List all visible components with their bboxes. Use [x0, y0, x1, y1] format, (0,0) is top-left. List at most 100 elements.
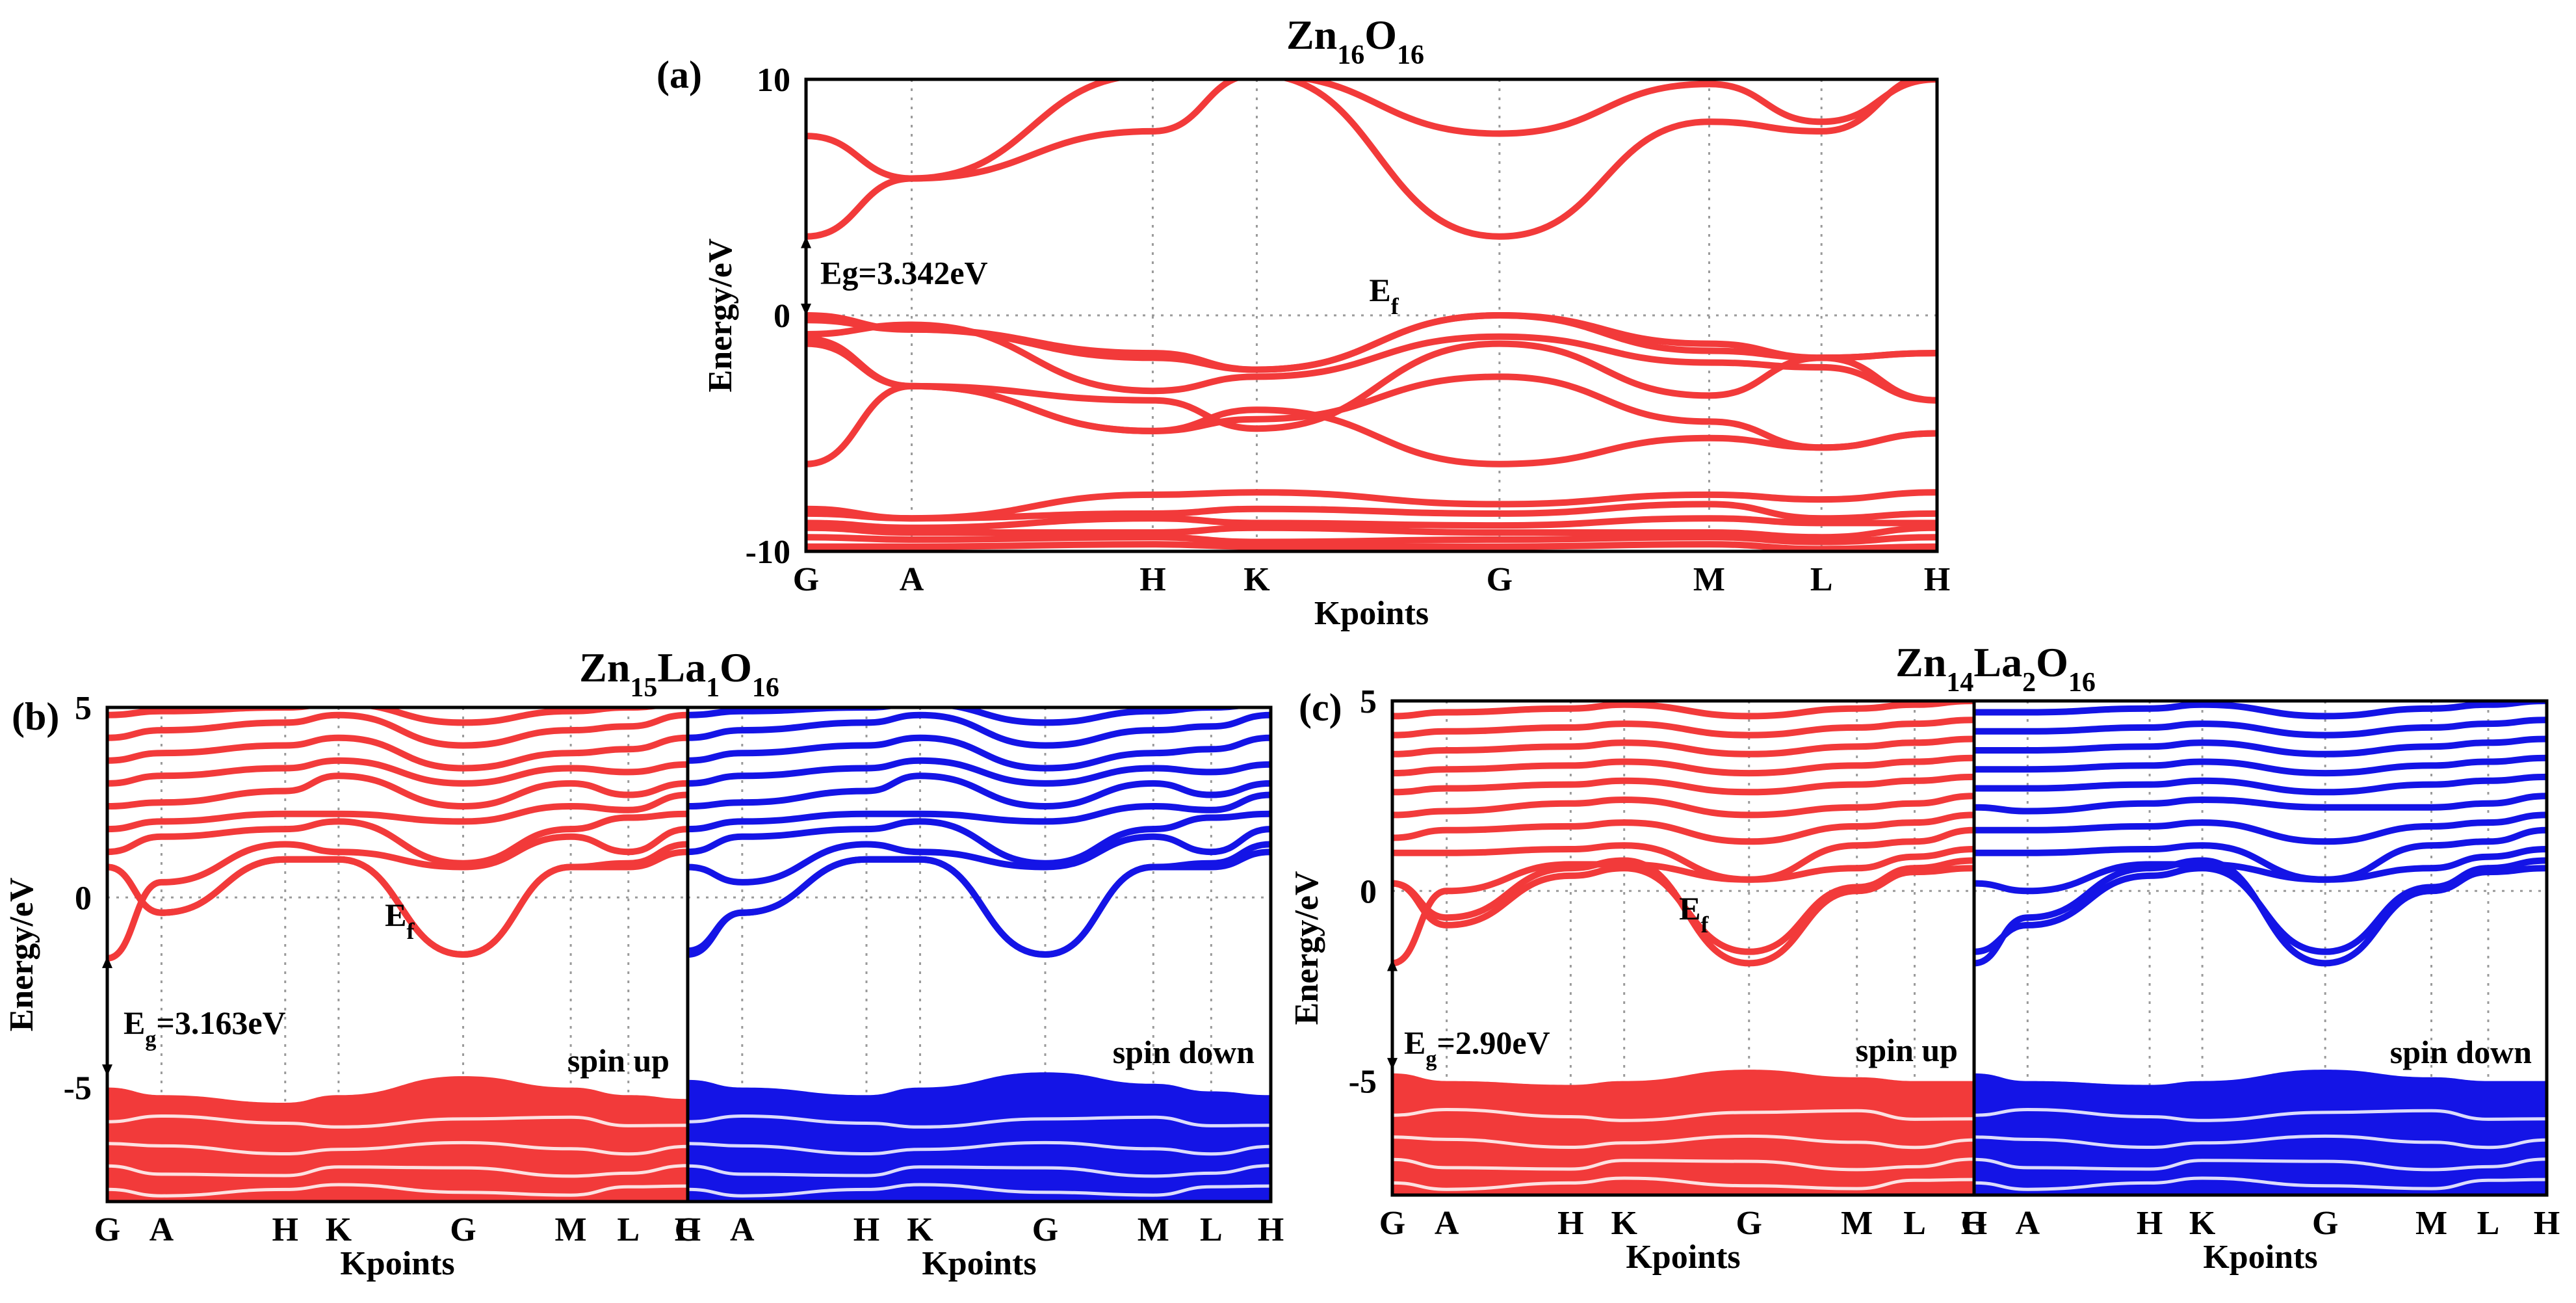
- x-tick-label-H-part-0: H: [1924, 561, 1950, 598]
- valence-band-block: [107, 1076, 688, 1202]
- x-tick-label-A: A: [1435, 1205, 1459, 1242]
- panel-title-a: Zn16O16: [1286, 12, 1424, 70]
- valence-gap-line: [1392, 1134, 1974, 1150]
- x-tick-label-H: H: [1258, 1211, 1284, 1248]
- x-tick-label-A: A: [900, 561, 924, 598]
- x-tick-label-G-part-0: G: [675, 1211, 701, 1248]
- valence-gap-line: [688, 1164, 1271, 1178]
- plot-clip-a-0: [806, 79, 1937, 551]
- x-tick-label-H: H: [1139, 561, 1165, 598]
- x-tick-label-H-part-0: H: [1258, 1211, 1284, 1248]
- x-tick-label-M-part-0: M: [1138, 1211, 1169, 1248]
- band-line-down-4: [1974, 811, 2547, 845]
- gap-arrow-head-top: [1387, 959, 1398, 971]
- y-tick-label-part-0: 5: [75, 690, 92, 727]
- valence-gap-line: [107, 1140, 688, 1156]
- gap-arrow-head-bottom: [102, 1064, 112, 1077]
- band-line-up-2: [107, 826, 688, 962]
- x-tick-label-G-part-0: G: [1736, 1205, 1762, 1242]
- x-tick-label-G: G: [94, 1211, 120, 1248]
- band-line-up-5: [107, 772, 688, 809]
- x-tick-label-H-part-0: H: [2137, 1205, 2163, 1242]
- band-line-up-4: [107, 791, 688, 833]
- valence-gap-line: [1974, 1157, 2547, 1172]
- x-axis-label: Kpoints: [1626, 1239, 1740, 1276]
- x-tick-label-M: M: [1841, 1205, 1873, 1242]
- x-tick-label-G-part-0: G: [1487, 561, 1513, 598]
- x-tick-label-G: G: [793, 561, 819, 598]
- panel-label-c: (c): [1299, 686, 1342, 729]
- x-axis-label: Kpoints: [922, 1245, 1036, 1282]
- valence-gap-line: [1974, 1176, 2547, 1191]
- x-tick-label-H-part-0: H: [1961, 1205, 1987, 1242]
- x-tick-label-H-part-0: H: [853, 1211, 879, 1248]
- band-line-up-10: [806, 515, 1937, 531]
- fermi-level-label-part-1: f: [1701, 912, 1710, 938]
- x-tick-label-G: G: [2312, 1205, 2338, 1242]
- spin-label-part-0: spin up: [567, 1042, 670, 1079]
- y-tick-label-part-0: 0: [1360, 873, 1377, 910]
- band-line-up-1: [806, 79, 1923, 240]
- x-tick-label-G-part-0: G: [1032, 1211, 1058, 1248]
- x-tick-label-G-part-0: G: [1961, 1205, 1987, 1242]
- x-tick-label-G: G: [450, 1211, 476, 1248]
- x-tick-label-K-part-0: K: [326, 1211, 352, 1248]
- band-gap-label: Eg=3.163eV: [124, 1005, 286, 1051]
- band-line-down-7: [688, 734, 1271, 772]
- fermi-level-label: Ef: [385, 897, 415, 944]
- panel-title-c-part-1: 14: [1946, 668, 1973, 698]
- panel-label-c-part-0: (c): [1299, 686, 1342, 729]
- fermi-level-label: Ef: [1679, 890, 1709, 938]
- x-tick-label-K: K: [907, 1211, 933, 1248]
- valence-gap-line: [107, 1183, 688, 1198]
- plot-clip-b-1: [688, 707, 1271, 1202]
- y-tick-label-part-0: 5: [1360, 683, 1377, 720]
- panel-title-b-part-0: Zn: [579, 644, 630, 691]
- band-line-up-4: [1392, 811, 1974, 845]
- x-axis-label-part-0: Kpoints: [922, 1245, 1036, 1282]
- y-tick-label: 0: [75, 880, 92, 917]
- valence-gap-line: [1392, 1107, 1974, 1122]
- spin-label-part-0: spin up: [1856, 1032, 1958, 1068]
- valence-gap-line: [107, 1114, 688, 1129]
- x-tick-label-K-part-0: K: [1243, 561, 1270, 598]
- gap-arrow-head-bottom: [801, 304, 811, 315]
- x-tick-label-A-part-0: A: [2016, 1205, 2040, 1242]
- x-tick-label-L-part-0: L: [2477, 1205, 2500, 1242]
- panel-title-b: Zn15La1O16: [579, 644, 779, 703]
- x-tick-label-G: G: [1961, 1205, 1987, 1242]
- spin-label: spin up: [1856, 1032, 1958, 1068]
- x-tick-label-M-part-0: M: [555, 1211, 587, 1248]
- band-line-up-0: [806, 79, 1937, 182]
- x-tick-label-L-part-0: L: [1200, 1211, 1223, 1248]
- valence-gap-line: [1392, 1176, 1974, 1191]
- band-line-up-6: [107, 757, 688, 787]
- y-axis-label: Energy/eV: [1288, 871, 1325, 1025]
- x-tick-label-L: L: [2477, 1205, 2500, 1242]
- x-tick-label-M: M: [1138, 1211, 1169, 1248]
- panel-label-a-part-0: (a): [657, 53, 702, 96]
- band-line-up-7: [806, 382, 1937, 467]
- x-tick-label-H-part-0: H: [675, 1211, 701, 1248]
- x-tick-label-K-part-0: K: [907, 1211, 933, 1248]
- band-line-down-9: [1974, 717, 2547, 739]
- band-line-down-2: [688, 826, 1271, 886]
- panel-title-b-part-2: La: [657, 644, 706, 691]
- band-line-down-4: [688, 791, 1271, 833]
- x-axis-label-part-0: Kpoints: [1626, 1239, 1740, 1276]
- y-tick-label: 5: [75, 690, 92, 727]
- x-tick-label-L: L: [617, 1211, 640, 1248]
- x-tick-label-A: A: [150, 1211, 174, 1248]
- x-tick-label-H: H: [675, 1211, 701, 1248]
- band-line-down-3: [688, 810, 1271, 867]
- x-tick-label-A: A: [2016, 1205, 2040, 1242]
- spin-label-part-0: spin down: [2390, 1034, 2532, 1070]
- band-line-down-8: [688, 711, 1271, 749]
- band-line-down-5: [688, 772, 1271, 809]
- valence-gap-line: [688, 1114, 1271, 1129]
